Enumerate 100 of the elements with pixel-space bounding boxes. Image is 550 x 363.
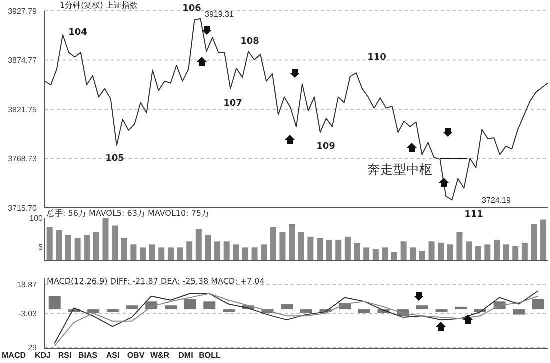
bar xyxy=(503,244,510,261)
y-tick-label: 3768.73 xyxy=(8,154,38,164)
bar xyxy=(455,306,468,310)
text: BOLL xyxy=(199,351,221,360)
bar xyxy=(522,242,528,261)
bar xyxy=(270,227,276,261)
bar xyxy=(93,232,100,261)
bar xyxy=(372,249,379,261)
annotation: 107 xyxy=(224,99,242,109)
text: 5 xyxy=(38,243,44,252)
y-tick-label: 3927.79 xyxy=(8,6,38,16)
text: W&R xyxy=(150,351,170,360)
bar xyxy=(456,232,463,261)
bar xyxy=(364,248,370,261)
y-tick-label: 3821.75 xyxy=(8,105,38,114)
bar xyxy=(326,240,332,261)
chart-title: MACD(12,26,9) DIFF: -21.87 DEA: -25.38 MACD: +7.04 xyxy=(47,277,265,286)
text: 100 xyxy=(30,214,44,223)
y-tick-label: 3874.77 xyxy=(8,56,38,66)
bar xyxy=(130,244,137,261)
bar xyxy=(382,248,388,261)
bar xyxy=(102,218,109,261)
bar xyxy=(184,299,196,310)
bar xyxy=(106,310,119,312)
bar xyxy=(56,230,62,261)
annotation: 3919.31 xyxy=(205,10,234,19)
bar xyxy=(186,242,193,261)
bar xyxy=(112,226,118,261)
bar xyxy=(358,310,370,314)
annotation: 3724.19 xyxy=(482,196,512,205)
bar xyxy=(261,244,268,261)
bar xyxy=(300,310,312,314)
chart-title: 1分钟(复权) 上证指数 xyxy=(60,1,138,10)
annotation: 104 xyxy=(68,28,88,38)
annotation: 奔走型中枢 xyxy=(368,163,432,178)
annotation: 105 xyxy=(106,154,124,164)
annotation: 106 xyxy=(182,4,202,14)
text: DMI xyxy=(178,351,194,360)
bar xyxy=(410,248,416,261)
bar xyxy=(84,235,90,261)
bar xyxy=(298,232,304,261)
text: ASI xyxy=(106,351,120,360)
bar xyxy=(242,248,248,261)
bar xyxy=(74,238,81,261)
bar xyxy=(392,252,398,261)
bar xyxy=(512,246,519,261)
bar xyxy=(168,248,174,261)
bar xyxy=(65,235,72,261)
bar xyxy=(475,246,482,261)
bar xyxy=(540,220,547,261)
bar xyxy=(233,244,240,261)
text: OBV xyxy=(127,351,146,360)
bar xyxy=(400,242,407,261)
bar xyxy=(416,306,428,310)
bar xyxy=(436,310,448,312)
y-tick-label: 18.87 xyxy=(16,280,38,290)
y-tick-label: 3715.70 xyxy=(8,204,38,213)
bar xyxy=(121,238,128,261)
bar xyxy=(205,235,212,261)
bar xyxy=(316,238,323,261)
bar xyxy=(196,229,202,261)
bar xyxy=(280,232,286,261)
bar xyxy=(419,251,426,261)
bar xyxy=(466,242,472,261)
text: MACD xyxy=(2,351,26,360)
bar xyxy=(494,240,500,261)
bar xyxy=(428,242,435,261)
bar xyxy=(447,244,454,261)
text: RSI xyxy=(58,351,72,360)
bar xyxy=(354,242,360,261)
bar xyxy=(126,306,138,310)
bar xyxy=(177,248,184,261)
bar xyxy=(46,227,53,261)
bar xyxy=(344,236,351,261)
bar xyxy=(336,240,342,261)
annotation: 108 xyxy=(240,37,260,47)
bar xyxy=(532,299,545,310)
bar xyxy=(281,304,294,310)
bar xyxy=(308,236,314,261)
bar xyxy=(158,248,165,261)
text: KDJ xyxy=(34,351,52,360)
bar xyxy=(289,224,296,261)
bar xyxy=(204,302,216,310)
annotation: 110 xyxy=(368,53,386,63)
text: BIAS xyxy=(78,351,98,360)
bar xyxy=(88,310,100,314)
bar xyxy=(252,248,258,261)
bar xyxy=(149,244,156,261)
bar xyxy=(164,306,177,310)
bar xyxy=(48,296,61,310)
annotation: 111 xyxy=(464,210,484,220)
bar xyxy=(224,242,230,261)
bar xyxy=(214,242,221,261)
y-tick-label: -3.03 xyxy=(18,309,38,318)
bar xyxy=(531,224,538,261)
annotation: 109 xyxy=(316,142,336,152)
bar xyxy=(484,244,491,261)
chart-title: 总手: 56万 MAVOL5: 63万 MAVOL10: 75万 xyxy=(46,209,210,218)
bar xyxy=(140,248,146,261)
bar xyxy=(513,310,526,315)
